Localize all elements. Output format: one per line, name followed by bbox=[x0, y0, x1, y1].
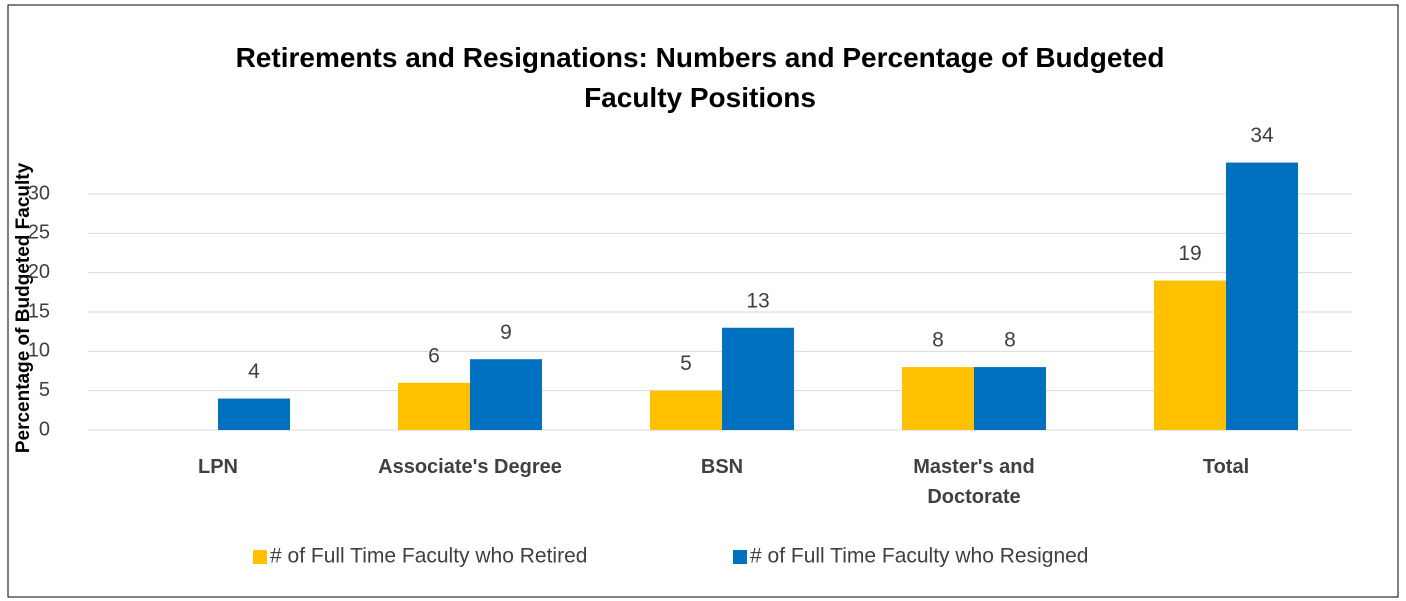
y-tick-label: 0 bbox=[39, 418, 50, 440]
data-label: 34 bbox=[1250, 124, 1274, 147]
bar bbox=[722, 327, 794, 430]
legend-label: # of Full Time Faculty who Resigned bbox=[750, 545, 1088, 568]
x-tick-label: Master's and Doctorate bbox=[913, 456, 1035, 508]
bar bbox=[974, 367, 1046, 430]
data-label: 5 bbox=[680, 352, 692, 375]
y-tick-label: 30 bbox=[28, 182, 50, 204]
bar bbox=[1226, 162, 1298, 430]
bar bbox=[218, 398, 290, 430]
y-tick-label: 15 bbox=[28, 300, 50, 322]
bar bbox=[1154, 280, 1226, 430]
legend-label: # of Full Time Faculty who Retired bbox=[270, 545, 587, 568]
x-tick-label: BSN bbox=[700, 456, 744, 478]
bar bbox=[902, 367, 974, 430]
data-label: 8 bbox=[1004, 329, 1016, 352]
y-tick-label: 5 bbox=[39, 379, 50, 401]
x-tick-label: Associate's Degree bbox=[378, 456, 562, 478]
bar bbox=[650, 390, 722, 430]
y-axis-label: Percentage of Budgeted Faculty bbox=[13, 162, 34, 453]
x-tick-label: LPN bbox=[198, 456, 238, 478]
data-label: 9 bbox=[500, 321, 512, 344]
chart-title: Retirements and Resignations: Numbers an… bbox=[235, 42, 1165, 113]
data-label: 6 bbox=[428, 344, 440, 367]
data-label: 4 bbox=[248, 360, 260, 383]
x-tick-label: Total bbox=[1202, 456, 1250, 478]
legend-swatch bbox=[733, 550, 747, 564]
y-tick-label: 10 bbox=[28, 340, 50, 362]
data-label: 19 bbox=[1178, 242, 1201, 265]
data-label: 8 bbox=[932, 329, 944, 352]
data-label: 13 bbox=[746, 289, 769, 312]
y-tick-label: 20 bbox=[28, 261, 50, 283]
bar bbox=[470, 359, 542, 430]
legend-swatch bbox=[253, 550, 267, 564]
bar bbox=[398, 382, 470, 430]
y-tick-label: 25 bbox=[28, 222, 50, 244]
